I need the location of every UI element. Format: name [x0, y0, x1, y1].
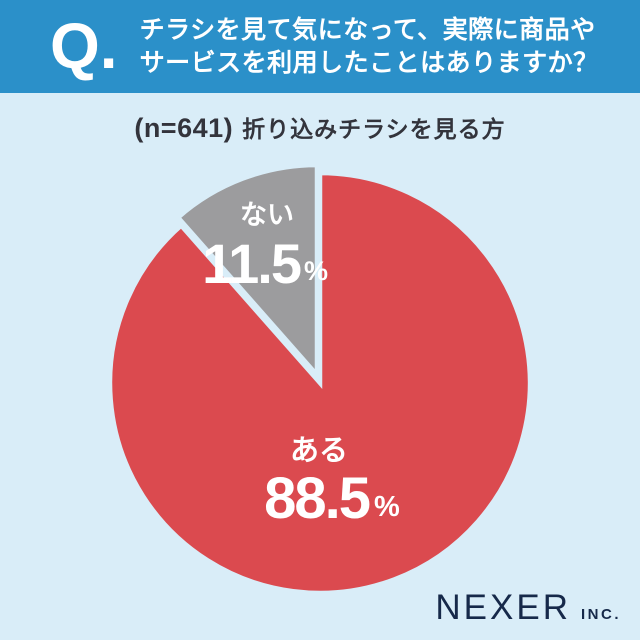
pie-slice-nai: [174, 162, 320, 381]
nai-slice-label: ない: [240, 200, 294, 230]
question-banner: Q. チラシを見て気になって、実際に商品や サービスを利用したことはありますか？: [0, 0, 640, 93]
nai-slice-percent-sign: %: [304, 256, 328, 286]
aru-slice-percent-sign: %: [374, 491, 400, 523]
audience-label: 折り込みチラシを見る方: [242, 116, 506, 142]
aru-slice-value: 88.5: [264, 466, 370, 531]
brand-name: NEXER: [435, 588, 571, 627]
nexer-logo: NEXER INC.: [435, 588, 621, 628]
nai-slice-value: 11.5: [202, 232, 301, 295]
pie-slice-aru: [107, 170, 533, 596]
aru-slice-label: ある: [290, 435, 348, 467]
question-line-2: サービスを利用したことはありますか？: [139, 48, 599, 77]
q-mark: Q.: [50, 9, 118, 82]
sample-note: (n=641) 折り込みチラシを見る方: [0, 110, 640, 144]
brand-suffix: INC.: [581, 606, 621, 623]
question-line-1: チラシを見て気になって、実際に商品や: [139, 15, 596, 44]
sample-size-label: (n=641): [134, 113, 234, 143]
question-text: チラシを見て気になって、実際に商品や サービスを利用したことはありますか？: [140, 14, 599, 80]
